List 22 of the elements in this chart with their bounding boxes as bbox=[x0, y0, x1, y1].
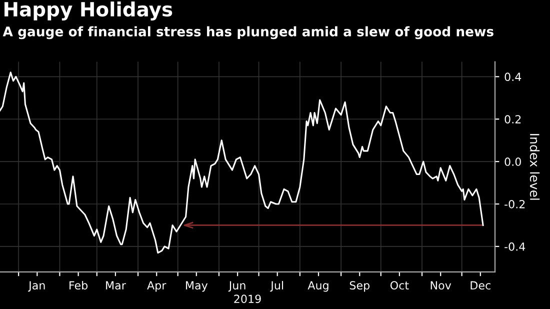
line-series bbox=[0, 72, 484, 254]
x-tick-label: Nov bbox=[430, 281, 452, 290]
x-tick-label: Feb bbox=[70, 280, 88, 290]
x-tick-label: Apr bbox=[147, 281, 166, 292]
y-tick-label: 0.0 bbox=[504, 158, 521, 166]
x-tick-label: May bbox=[186, 281, 208, 292]
x-tick-label: Jan bbox=[28, 281, 45, 292]
chart-title: Happy Holidays bbox=[4, 2, 172, 21]
x-axis-title: 2019 bbox=[234, 294, 261, 304]
x-tick-label: Oct bbox=[390, 281, 409, 290]
y-tick-label: -0.2 bbox=[504, 200, 525, 208]
x-tick-label: Aug bbox=[308, 281, 328, 292]
x-tick-label: Sep bbox=[350, 281, 370, 292]
x-tick-label: Jul bbox=[270, 280, 284, 292]
y-tick-label: 0.2 bbox=[504, 115, 521, 124]
y-tick-label: -0.4 bbox=[504, 242, 526, 251]
x-tick-label: Mar bbox=[106, 281, 126, 290]
x-tick-label: Jun bbox=[228, 281, 246, 292]
x-tick-label: Dec bbox=[470, 281, 490, 290]
chart-subtitle: A gauge of financial stress has plunged amid a slew of good news bbox=[2, 26, 494, 40]
y-tick-label: 0.4 bbox=[504, 72, 522, 82]
y-axis-title: Index level bbox=[530, 134, 540, 200]
